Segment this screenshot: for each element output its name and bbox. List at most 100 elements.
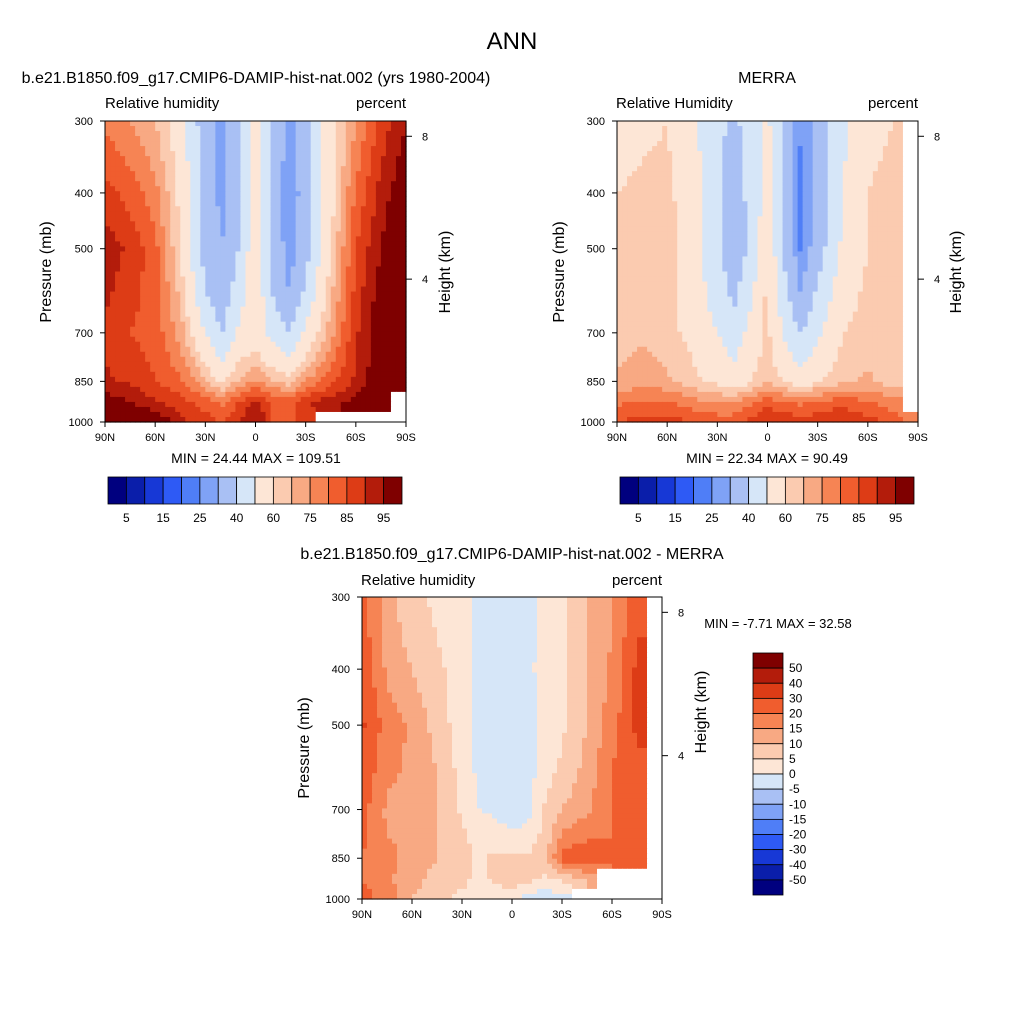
field-cell xyxy=(617,201,623,207)
field-cell xyxy=(702,226,708,232)
field-cell xyxy=(190,166,196,172)
field-cell xyxy=(907,171,914,177)
field-cell xyxy=(185,286,191,293)
field-cell xyxy=(852,181,859,187)
field-cell xyxy=(275,271,282,278)
field-cell xyxy=(205,391,211,398)
field-cell xyxy=(190,391,196,398)
field-cell xyxy=(260,386,267,393)
field-cell xyxy=(180,161,186,167)
field-cell xyxy=(175,151,181,157)
field-cell xyxy=(742,141,749,147)
field-cell xyxy=(772,221,779,227)
field-cell xyxy=(817,146,824,152)
field-cell xyxy=(120,181,126,187)
field-cell xyxy=(275,376,282,383)
field-cell xyxy=(165,201,171,207)
field-cell xyxy=(230,186,237,192)
field-cell xyxy=(115,216,121,222)
field-cell xyxy=(717,176,723,182)
field-cell xyxy=(375,221,382,227)
field-cell xyxy=(115,176,121,182)
field-cell xyxy=(230,206,237,212)
field-cell xyxy=(747,181,754,187)
field-cell xyxy=(275,251,282,258)
field-cell xyxy=(682,211,688,217)
field-cell xyxy=(185,141,191,147)
field-cell xyxy=(255,246,262,253)
field-cell xyxy=(305,341,312,348)
field-cell xyxy=(345,191,352,197)
field-cell xyxy=(205,251,211,258)
field-cell xyxy=(115,336,121,343)
field-cell xyxy=(712,201,718,207)
field-cell xyxy=(130,321,136,328)
field-cell xyxy=(205,151,211,157)
field-cell xyxy=(837,131,844,137)
field-cell xyxy=(135,141,141,147)
field-cell xyxy=(245,266,252,273)
field-cell xyxy=(140,411,146,418)
field-cell xyxy=(280,291,287,298)
field-cell xyxy=(617,221,623,227)
field-cell xyxy=(827,121,834,127)
field-cell xyxy=(290,416,297,423)
field-cell xyxy=(175,381,181,388)
field-cell xyxy=(350,156,357,162)
field-cell xyxy=(395,151,402,157)
field-cell xyxy=(350,296,357,303)
field-cell xyxy=(345,286,352,293)
field-cell xyxy=(340,146,347,152)
field-cell xyxy=(335,231,342,237)
field-cell xyxy=(235,336,242,343)
field-cell xyxy=(365,346,372,353)
field-cell xyxy=(687,176,693,182)
field-cell xyxy=(265,151,272,157)
field-cell xyxy=(867,151,874,157)
field-cell xyxy=(250,146,257,152)
field-cell xyxy=(185,281,191,288)
field-cell xyxy=(797,206,804,212)
field-cell xyxy=(300,371,307,378)
field-cell xyxy=(125,226,131,232)
field-cell xyxy=(727,206,733,212)
field-cell xyxy=(340,371,347,378)
field-cell xyxy=(797,171,804,177)
field-cell xyxy=(335,136,342,142)
field-cell xyxy=(285,416,292,423)
field-cell xyxy=(265,156,272,162)
field-cell xyxy=(110,196,116,202)
field-cell xyxy=(330,251,337,258)
field-cell xyxy=(240,326,247,333)
field-cell xyxy=(165,161,171,167)
field-cell xyxy=(200,221,206,227)
field-cell xyxy=(175,226,181,232)
field-cell xyxy=(732,136,738,142)
field-cell xyxy=(370,331,377,338)
field-cell xyxy=(380,196,387,202)
field-cell xyxy=(185,216,191,222)
field-cell xyxy=(320,296,327,303)
field-cell xyxy=(110,136,116,142)
field-cell xyxy=(220,211,226,217)
field-cell xyxy=(320,411,327,418)
field-cell xyxy=(742,151,749,157)
field-cell xyxy=(892,216,899,222)
field-cell xyxy=(185,331,191,338)
field-cell xyxy=(340,126,347,132)
field-cell xyxy=(200,401,206,408)
field-cell xyxy=(120,401,126,408)
field-cell xyxy=(325,326,332,333)
field-cell xyxy=(767,126,774,132)
field-cell xyxy=(747,161,754,167)
field-cell xyxy=(275,226,282,232)
field-cell xyxy=(682,176,688,182)
field-cell xyxy=(135,191,141,197)
field-cell xyxy=(370,416,377,423)
field-cell xyxy=(105,236,111,242)
field-cell xyxy=(335,411,342,418)
field-cell xyxy=(642,171,648,177)
field-cell xyxy=(245,336,252,343)
field-cell xyxy=(305,176,312,182)
field-cell xyxy=(215,171,221,177)
